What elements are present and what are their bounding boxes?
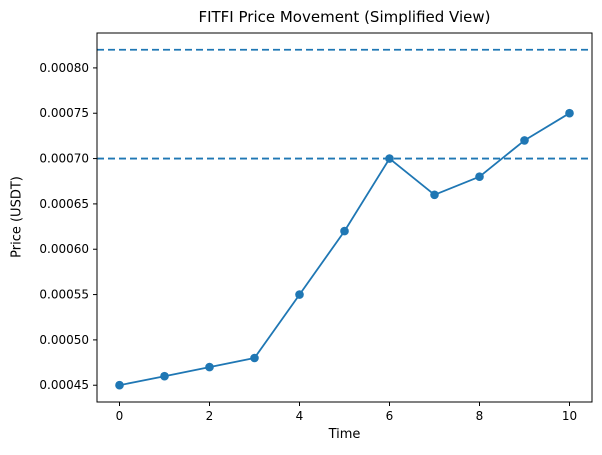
chart-title: FITFI Price Movement (Simplified View) (198, 8, 491, 26)
data-point-marker (115, 380, 124, 390)
x-tick-label: 0 (116, 409, 124, 423)
data-point-marker (160, 371, 169, 381)
axes-frame (96, 32, 593, 403)
data-point-marker (340, 226, 349, 236)
y-tick-label: 0.00045 (39, 378, 89, 392)
data-point-marker (385, 154, 394, 163)
data-point-marker (430, 190, 439, 200)
x-tick-label: 10 (562, 409, 577, 423)
y-tick-label: 0.00050 (39, 333, 89, 347)
data-point-marker (250, 353, 259, 363)
y-tick-label: 0.00055 (39, 288, 89, 302)
x-tick-label: 2 (206, 409, 214, 423)
y-tick-label: 0.00080 (39, 61, 89, 75)
data-point-marker (295, 290, 304, 299)
data-point-marker (565, 108, 574, 118)
data-point-marker (205, 362, 214, 372)
x-tick-label: 6 (386, 409, 394, 423)
x-axis-label: Time (328, 427, 361, 442)
x-tick-label: 8 (476, 409, 484, 423)
y-tick-label: 0.00070 (39, 152, 89, 166)
data-point-marker (475, 172, 484, 181)
y-tick-label: 0.00060 (39, 242, 89, 256)
x-tick-label: 4 (296, 409, 304, 423)
data-point-marker (520, 136, 529, 145)
y-tick-label: 0.00075 (39, 106, 89, 120)
price-line (118, 112, 571, 387)
y-tick-label: 0.00065 (39, 197, 89, 211)
